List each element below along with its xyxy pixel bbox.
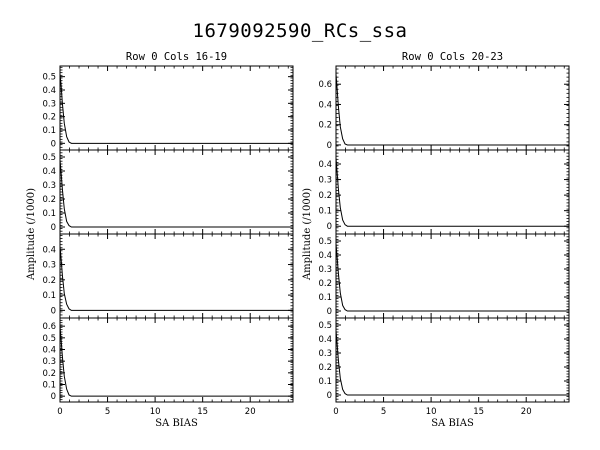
y-tick-label: 0.1 (42, 126, 56, 136)
panel-frame (335, 317, 570, 403)
x-tick-label: 5 (381, 407, 386, 417)
x-tick-label: 5 (105, 407, 110, 417)
y-tick-label: 0 (51, 139, 56, 149)
y-tick-label: 0.4 (318, 100, 332, 110)
y-tick-label: 0.2 (318, 191, 332, 201)
x-tick-label: 15 (473, 407, 484, 417)
y-tick-label: 0.1 (42, 209, 56, 219)
y-tick-label: 0.4 (318, 160, 332, 170)
x-axis-label: SA BIAS (155, 418, 198, 429)
y-tick-label: 0.5 (42, 334, 56, 344)
data-series-line (59, 159, 293, 228)
y-tick-label: 0.2 (42, 195, 56, 205)
y-tick-label: 0.2 (318, 363, 332, 373)
y-tick-label: 0.4 (318, 335, 332, 345)
data-series-line (59, 246, 293, 311)
y-tick-label: 0 (327, 222, 332, 232)
y-tick-label: 0 (327, 141, 332, 151)
x-tick-label: 10 (426, 407, 437, 417)
y-tick-label: 0.3 (318, 349, 332, 359)
x-tick-label: 20 (245, 407, 256, 417)
panel-frame (59, 65, 294, 151)
data-series-line (59, 326, 293, 397)
y-tick-label: 0.2 (42, 369, 56, 379)
x-tick-label: 20 (521, 407, 532, 417)
panel-frame (59, 317, 294, 403)
y-tick-label: 0.3 (42, 99, 56, 109)
data-series-line (335, 243, 569, 312)
y-tick-label: 0.4 (42, 346, 56, 356)
y-tick-label: 0.3 (318, 176, 332, 186)
y-tick-label: 0.3 (318, 265, 332, 275)
y-tick-label: 0.1 (318, 377, 332, 387)
y-tick-label: 0.5 (318, 321, 332, 331)
x-tick-label: 10 (150, 407, 161, 417)
y-tick-label: 0.1 (42, 381, 56, 391)
y-tick-label: 0.5 (42, 73, 56, 83)
x-tick-label: 15 (197, 407, 208, 417)
data-series-line (335, 330, 569, 396)
y-tick-label: 0.5 (42, 153, 56, 163)
y-axis-label: Amplitude (/1000) (26, 188, 37, 281)
x-tick-label: 0 (57, 407, 62, 417)
y-tick-label: 0.4 (318, 251, 332, 261)
y-tick-label: 0.1 (318, 293, 332, 303)
y-tick-label: 0.2 (42, 276, 56, 286)
y-tick-label: 0.4 (42, 167, 56, 177)
panel-frame (335, 233, 570, 319)
y-tick-label: 0.3 (42, 181, 56, 191)
y-axis-label: Amplitude (/1000) (302, 188, 313, 281)
y-tick-label: 0 (51, 223, 56, 233)
data-series-line (335, 74, 569, 146)
y-tick-label: 0 (327, 391, 332, 401)
data-series-line (335, 157, 569, 227)
y-tick-label: 0.4 (42, 245, 56, 255)
data-series-line (59, 73, 293, 144)
y-tick-label: 0.4 (42, 86, 56, 96)
y-tick-label: 0.3 (42, 261, 56, 271)
y-tick-label: 0.3 (42, 357, 56, 367)
x-tick-label: 0 (333, 407, 338, 417)
y-tick-label: 0 (51, 306, 56, 316)
y-tick-label: 0.5 (318, 237, 332, 247)
y-tick-label: 0.6 (318, 80, 332, 90)
y-tick-label: 0.2 (318, 279, 332, 289)
y-tick-label: 0.6 (42, 322, 56, 332)
y-tick-label: 0 (51, 392, 56, 402)
y-tick-label: 0 (327, 307, 332, 317)
column-title: Row 0 Cols 16-19 (126, 51, 227, 63)
y-tick-label: 0.1 (318, 207, 332, 217)
column-title: Row 0 Cols 20-23 (402, 51, 503, 63)
y-tick-label: 0.2 (42, 113, 56, 123)
panel-frame (335, 65, 570, 151)
y-tick-label: 0.1 (42, 291, 56, 301)
panel-frame (59, 233, 294, 319)
y-tick-label: 0.2 (318, 121, 332, 131)
page-title: 1679092590_RCs_ssa (192, 20, 408, 42)
x-axis-label: SA BIAS (431, 418, 474, 429)
panel-frame (59, 149, 294, 235)
panel-frame (335, 149, 570, 235)
